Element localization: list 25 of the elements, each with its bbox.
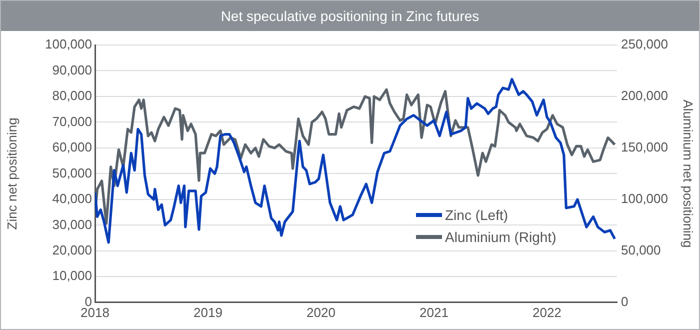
y2-axis-title: Aluminium net positioning bbox=[680, 100, 696, 248]
y-tick-label: 50,000 bbox=[52, 165, 92, 180]
y-tick-label: 20,000 bbox=[52, 242, 92, 258]
y-tick-label: 90,000 bbox=[52, 62, 92, 78]
y2-tick-label: 50,000 bbox=[621, 242, 661, 258]
chart-title: Net speculative positioning in Zinc futures bbox=[1, 1, 699, 31]
x-tick-label: 2020 bbox=[306, 304, 336, 320]
y-tick-label: 70,000 bbox=[52, 114, 92, 129]
y2-tick-label: 250,000 bbox=[621, 36, 668, 52]
x-tick-label: 2022 bbox=[532, 304, 562, 320]
y2-tick-label: 150,000 bbox=[621, 140, 668, 155]
y-axis-title: Zinc net positioning bbox=[4, 118, 20, 230]
y2-tick-label: 200,000 bbox=[621, 88, 668, 104]
y-tick-label: 30,000 bbox=[52, 216, 92, 232]
legend-label: Aluminium (Right) bbox=[445, 229, 556, 245]
y-tick-label: 80,000 bbox=[52, 88, 92, 104]
y-tick-label: 40,000 bbox=[52, 191, 92, 206]
y-tick-label: 60,000 bbox=[52, 140, 92, 155]
x-tick-label: 2019 bbox=[194, 304, 222, 320]
y-tick-label: 100,000 bbox=[45, 36, 92, 52]
y2-tick-label: 0 bbox=[621, 294, 628, 309]
legend-label: Zinc (Left) bbox=[445, 207, 508, 223]
x-tick-label: 2021 bbox=[420, 304, 448, 320]
y-tick-label: 10,000 bbox=[52, 268, 92, 284]
y2-tick-label: 100,000 bbox=[621, 191, 668, 206]
